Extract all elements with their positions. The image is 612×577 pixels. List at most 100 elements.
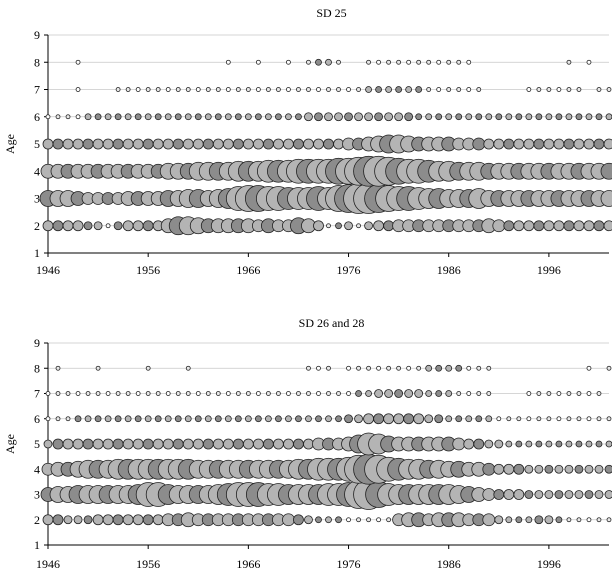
bubble-age5-1966 [242, 138, 254, 150]
bubble-age5-1994 [525, 440, 533, 448]
bubble-age8-1978 [366, 365, 371, 371]
bubble-age5-1948 [62, 138, 74, 150]
bubble-age2-1993 [513, 220, 525, 232]
bubble-age8-1986 [446, 59, 452, 65]
bubble-age5-1959 [172, 138, 184, 150]
bubble-age2-1952 [102, 514, 114, 526]
bubble-age4-1990 [482, 462, 496, 476]
bubble-age7-1994 [526, 391, 532, 396]
bubble-age7-1975 [336, 87, 341, 92]
bubble-age4-1995 [534, 464, 544, 474]
bubble-age2-1975 [335, 516, 342, 524]
bubble-age6-1965 [234, 113, 242, 121]
bubble-age7-1960 [185, 391, 191, 396]
y-tick-label: 2 [34, 219, 40, 233]
bubble-age6-1986 [445, 113, 453, 121]
y-tick-label: 9 [34, 336, 40, 350]
bubble-age6-1971 [295, 415, 302, 423]
bubble-age7-1956 [145, 87, 151, 92]
bubble-age6-1949 [75, 114, 81, 120]
bubble-age6-1987 [455, 415, 463, 423]
bubble-age6-1988 [465, 113, 473, 121]
bubble-age5-2000 [585, 440, 593, 448]
bubble-age2-1954 [122, 220, 134, 232]
bubble-age6-1981 [393, 413, 405, 425]
bubble-age6-1962 [204, 113, 212, 121]
bubble-age6-1980 [383, 413, 395, 425]
bubble-age5-1999 [573, 138, 585, 150]
bubble-age5-1989 [473, 438, 485, 450]
bubble-age7-1987 [456, 391, 462, 396]
bubble-age7-1949 [75, 391, 81, 396]
bubble-age8-1987 [455, 364, 463, 372]
bubble-age6-1982 [404, 112, 414, 122]
bubble-age7-1969 [276, 391, 281, 396]
bubble-age2-1991 [494, 515, 504, 525]
bubble-age6-1947 [55, 416, 61, 422]
bubble-age8-1985 [435, 364, 443, 372]
y-tick-label: 4 [34, 164, 40, 178]
bubble-age2-1997 [555, 516, 563, 524]
y-tick-label: 5 [34, 137, 40, 151]
bubble-age5-1967 [252, 438, 264, 450]
bubble-age7-1966 [245, 391, 251, 396]
bubble-age8-1983 [416, 59, 422, 65]
bubble-age5-1972 [303, 438, 314, 450]
bubble-age6-1990 [485, 113, 493, 121]
bubble-age6-1965 [234, 415, 242, 423]
bubble-age6-1993 [515, 113, 523, 121]
y-tick-label: 8 [34, 55, 40, 69]
bubble-age7-1976 [346, 391, 351, 396]
bubble-age2-1953 [112, 514, 124, 526]
bubble-age7-1977 [356, 87, 361, 92]
bubble-age5-1992 [503, 138, 515, 150]
bubble-age2-1996 [544, 515, 554, 525]
bubble-age5-1958 [162, 438, 174, 450]
y-tick-label: 7 [34, 83, 40, 97]
bubble-age7-1956 [145, 391, 151, 396]
bubble-age4-1996 [544, 464, 554, 474]
bubble-age7-1998 [566, 87, 572, 92]
bubble-age6-1950 [84, 415, 92, 423]
bubble-age6-1961 [194, 415, 202, 423]
bubble-age8-1973 [316, 365, 321, 371]
bubble-age7-1960 [185, 87, 191, 92]
bubble-age5-1995 [535, 440, 543, 448]
bubble-age7-1970 [286, 391, 291, 396]
y-tick-label: 1 [34, 538, 40, 552]
bubble-age2-1974 [326, 223, 331, 229]
bubble-age7-1985 [435, 390, 443, 397]
bubble-age6-2002 [605, 113, 612, 121]
bubble-age6-1949 [74, 415, 82, 423]
bubble-age7-1962 [205, 87, 211, 92]
bubble-age7-1953 [115, 87, 121, 92]
bubble-age5-1970 [283, 438, 294, 450]
bubble-age5-1994 [523, 138, 535, 150]
bubble-age6-1952 [104, 415, 112, 423]
bubble-age4-1991 [493, 463, 505, 475]
bubble-age5-1953 [112, 138, 124, 150]
bubble-age8-1978 [366, 59, 371, 65]
bubble-age3-1993 [513, 489, 525, 500]
y-tick-label: 9 [34, 28, 40, 42]
bubble-age7-1963 [215, 391, 221, 396]
bubble-age2-1977 [356, 517, 361, 523]
bubble-age2-1979 [376, 517, 381, 523]
bubble-age7-1963 [215, 87, 221, 92]
bubble-age5-1988 [463, 438, 475, 450]
bubble-age6-1962 [204, 415, 212, 423]
bubble-age7-1952 [105, 391, 111, 396]
bubble-age5-1952 [102, 438, 114, 450]
bubble-age7-1997 [556, 391, 562, 396]
bubble-age6-1963 [214, 113, 222, 121]
bubble-age7-1957 [155, 391, 161, 396]
bubble-age5-1967 [252, 138, 264, 150]
bubble-age5-1996 [545, 440, 553, 448]
bubble-age8-2002 [606, 365, 612, 371]
bubble-age8-1988 [466, 59, 472, 65]
bubble-age3-2002 [600, 190, 612, 207]
bubble-age5-1962 [202, 138, 214, 150]
bubble-age2-1974 [325, 516, 332, 524]
bubble-age2-1973 [313, 220, 324, 232]
bubble-age5-1971 [293, 438, 304, 450]
